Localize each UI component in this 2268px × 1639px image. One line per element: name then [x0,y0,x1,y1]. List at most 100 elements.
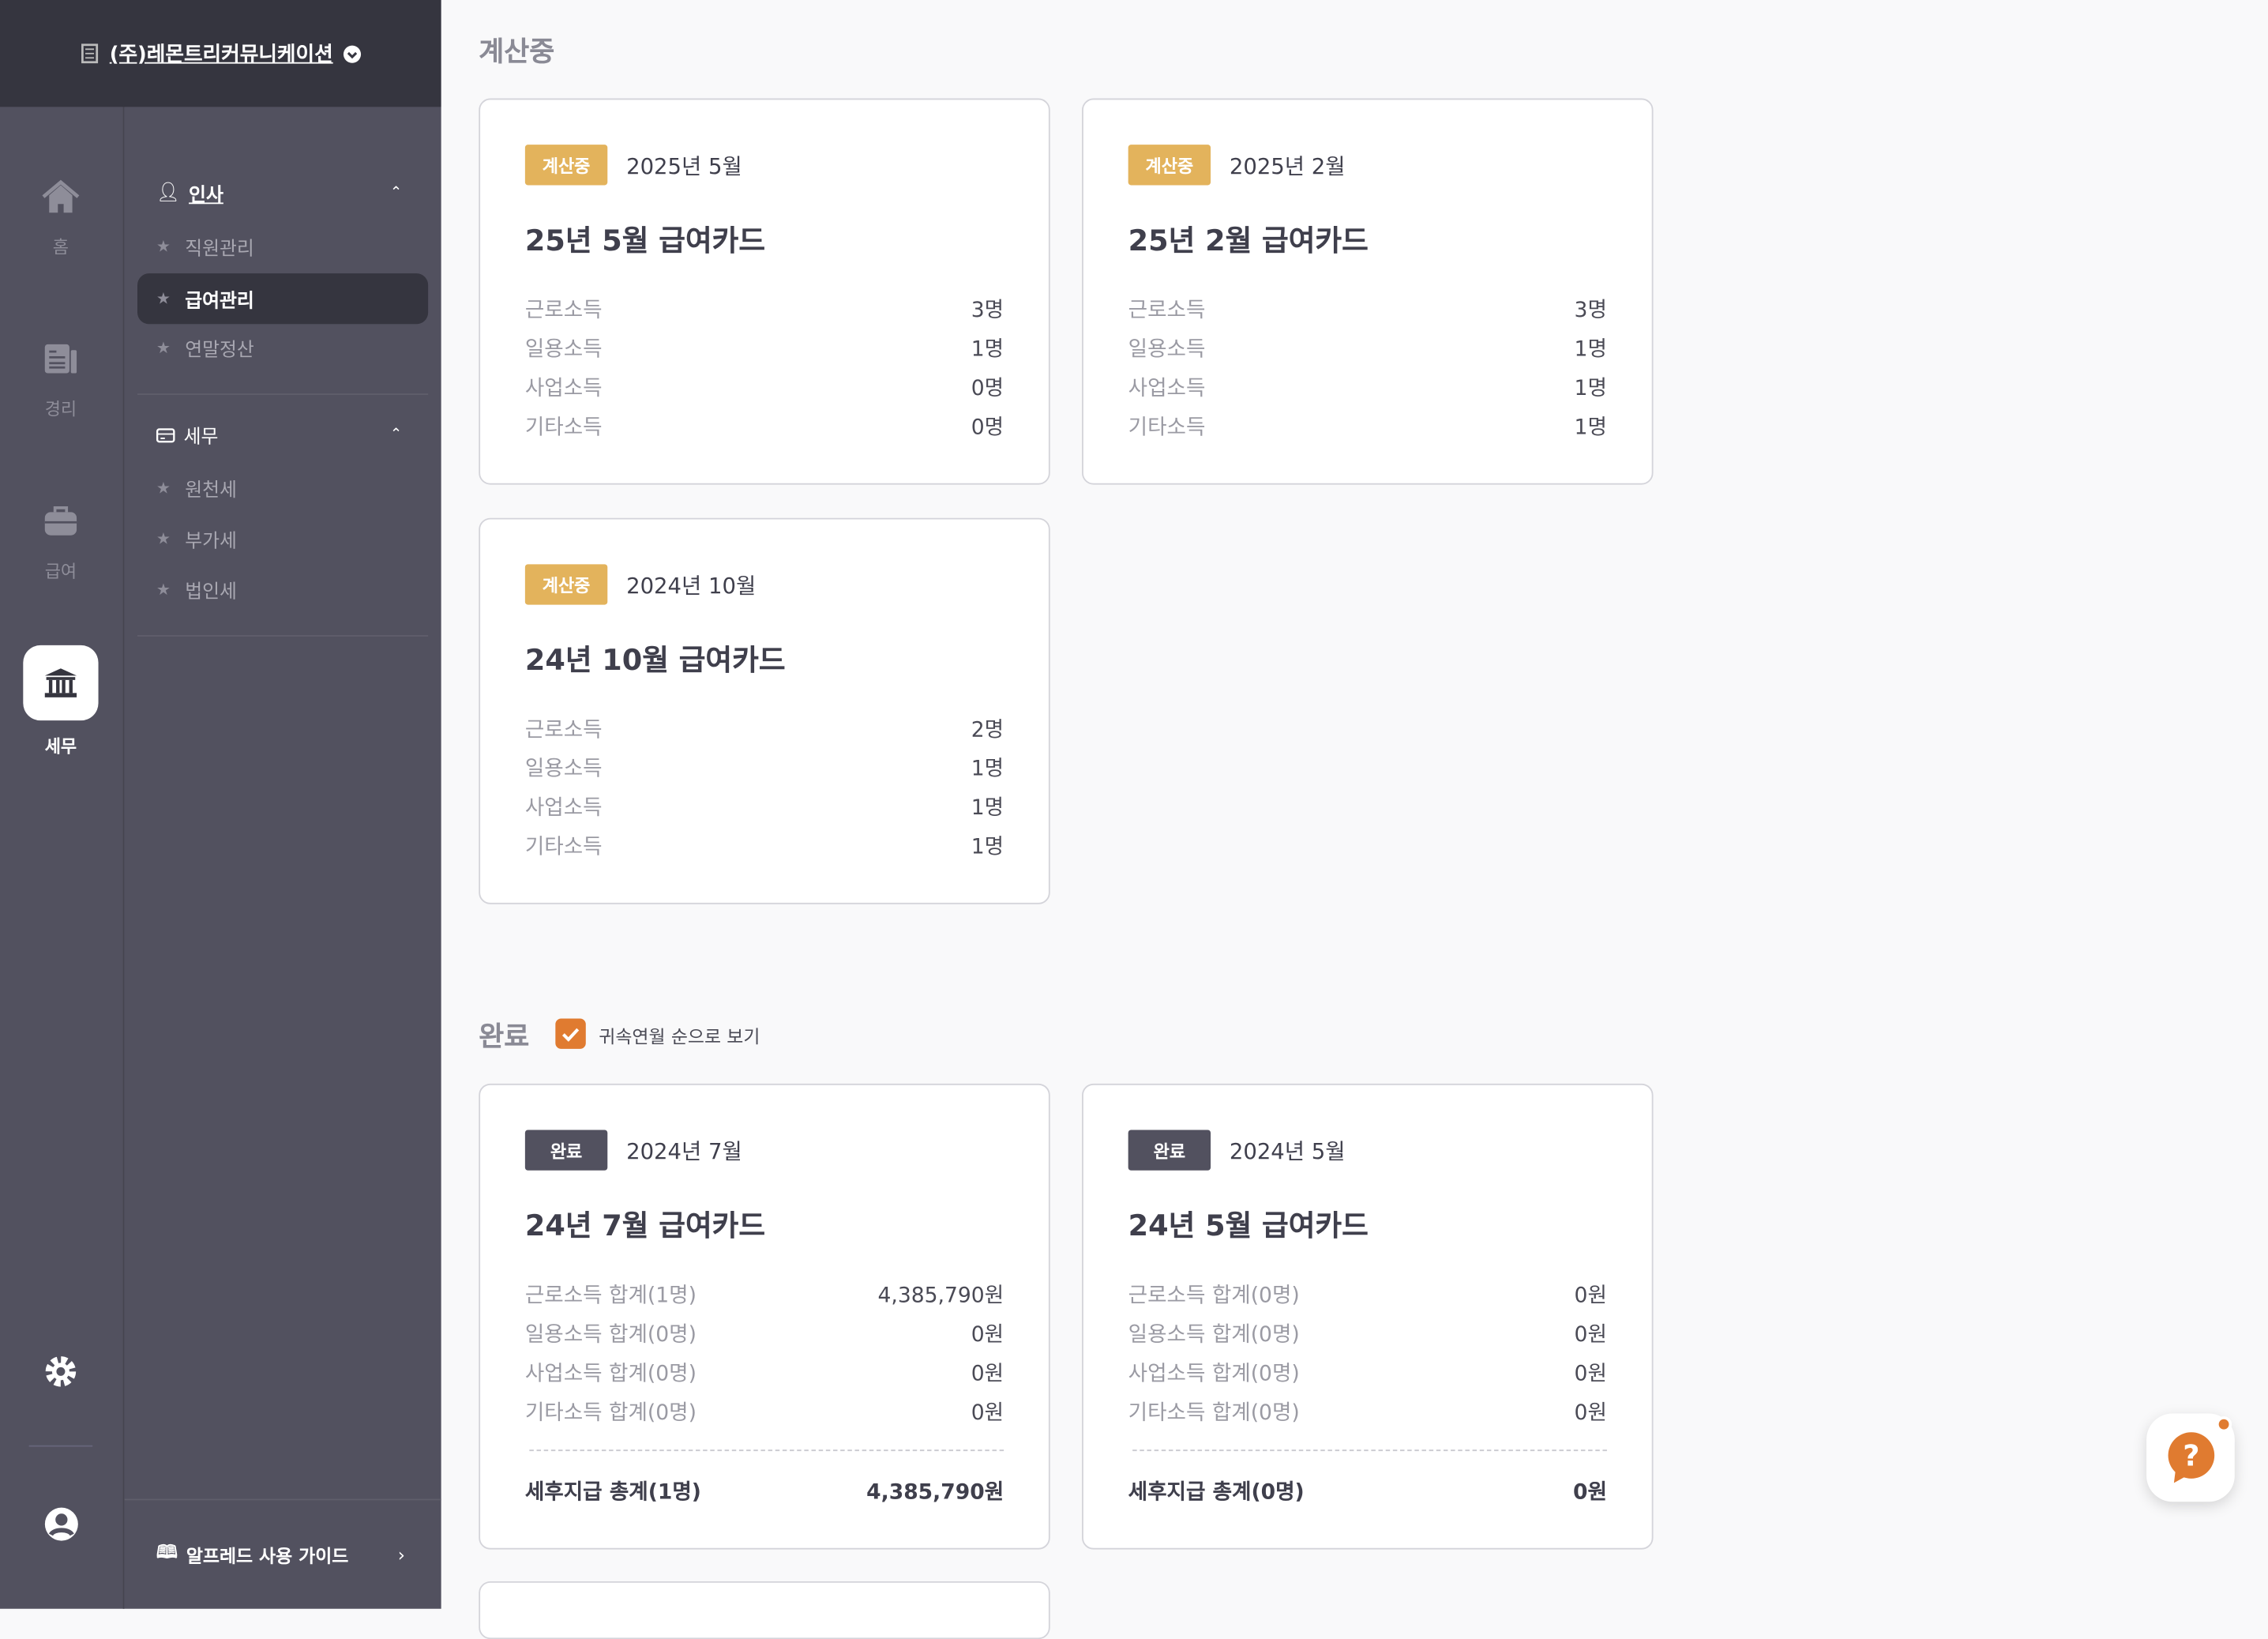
row-label: 기타소득 [524,836,603,859]
row-label: 근로소득 합계(0명) [1128,1284,1300,1308]
chevron-up-icon[interactable]: ⌃ [389,427,403,443]
status-badge: 완료 [524,1130,608,1171]
row-value: 0원 [971,1323,1004,1348]
total-label: 세후지급 총계(0명) [1128,1481,1305,1505]
guide-label: 알프레드 사용 가이드 [186,1545,349,1567]
payroll-card[interactable]: 계산중 2025년 2월 25년 2월 급여카드 근로소득 3명 일용소득 1명 사업소득… [1082,98,1654,485]
row-value: 4,385,790원 [877,1284,1004,1308]
row-value: 2명 [971,719,1004,742]
sidebar-item-employees[interactable]: ★ 직원관리 [137,221,428,272]
row-value: 1명 [1574,378,1607,401]
payroll-card[interactable]: 계산중 2025년 5월 25년 5월 급여카드 근로소득 3명 일용소득 1명 사업소득… [479,98,1050,485]
rail-item-payroll[interactable]: 급여 [23,483,98,583]
group-label: 인사 [189,185,223,207]
payroll-card[interactable]: 계산중 2024년 10월 24년 10월 급여카드 근로소득 2명 일용소득 1명 사업… [479,517,1050,904]
dashed-divider [529,1449,1004,1452]
gear-icon [45,1356,77,1387]
income-row: 기타소득 1명 [1128,411,1607,441]
company-selector[interactable]: (주)레몬트리커뮤니케이션 [0,0,441,107]
book-icon: 🕮︎ [156,1540,178,1563]
sidebar-item-withholding[interactable]: ★ 원천세 [137,463,428,513]
income-row: 근로소득 합계(0명) 0원 [1128,1279,1607,1309]
total-value: 4,385,790원 [866,1481,1004,1505]
profile-button[interactable] [43,1506,80,1548]
row-label: 기타소득 [1128,416,1206,440]
sidebar-item-year-end[interactable]: ★ 연말정산 [137,322,428,373]
rail-item-home[interactable]: 홈 [23,159,98,258]
item-label: 연말정산 [185,340,254,362]
card-title: 24년 5월 급여카드 [1128,1208,1369,1243]
row-value: 1명 [971,338,1004,362]
item-label: 법인세 [185,581,237,603]
item-label: 부가세 [185,531,237,553]
sort-by-period-label[interactable]: 귀속연월 순으로 보기 [599,1025,760,1048]
income-row: 근로소득 3명 [525,294,1004,324]
star-icon: ★ [156,580,171,600]
row-label: 근로소득 [1128,299,1206,323]
rail-label: 홈 [52,237,69,258]
card-title: 25년 5월 급여카드 [524,223,766,258]
total-row: 세후지급 총계(0명) 0원 [1128,1475,1607,1506]
chevron-down-circle-icon[interactable] [344,44,362,63]
person-icon: 👤︎ [156,182,181,205]
payroll-card[interactable]: 완료 2024년 5월 24년 5월 급여카드 근로소득 합계(0명) 0원 일용소득… [1082,1083,1654,1550]
total-label: 세후지급 총계(1명) [524,1481,701,1505]
sidebar-item-payroll[interactable]: ★ 급여관리 [137,273,429,325]
row-value: 3명 [1574,299,1607,323]
help-chat-icon: ? [2167,1431,2214,1483]
home-icon [42,179,80,213]
income-row: 일용소득 합계(0명) 0원 [1128,1318,1607,1348]
nav-group-tax[interactable]: 세무 ⌃ [156,421,402,449]
income-row: 기타소득 합계(0명) 0원 [1128,1396,1607,1426]
status-badge: 계산중 [524,145,608,186]
primary-nav: 홈 경리 급여 세무 [0,107,125,1609]
rail-item-tax[interactable]: 세무 [23,645,99,758]
income-row: 일용소득 1명 [525,752,1004,782]
nav-group-hr[interactable]: 👤︎ 인사 ⌃ [156,179,402,207]
income-row: 사업소득 1명 [525,791,1004,821]
sidebar-item-corporate-tax[interactable]: ★ 법인세 [137,564,428,615]
income-row: 사업소득 합계(0명) 0원 [525,1357,1004,1387]
star-icon: ★ [156,338,171,358]
total-value: 0원 [1572,1481,1607,1505]
row-value: 0원 [1574,1363,1607,1386]
rail-label: 경리 [44,399,77,420]
card-period: 2024년 10월 [626,573,757,600]
star-icon: ★ [156,529,171,549]
income-row: 일용소득 합계(0명) 0원 [525,1318,1004,1348]
row-value: 0원 [971,1363,1004,1386]
help-button[interactable]: ? [2146,1413,2235,1502]
settings-button[interactable] [43,1354,78,1394]
card-period: 2024년 5월 [1229,1138,1346,1165]
row-label: 일용소득 [524,757,603,782]
rail-label: 세무 [44,736,77,757]
rail-label: 급여 [44,561,77,582]
star-icon: ★ [156,479,171,498]
user-guide-link[interactable]: 🕮︎ 알프레드 사용 가이드 › [156,1539,405,1569]
star-icon: ★ [156,289,171,309]
income-row: 기타소득 1명 [525,830,1004,860]
income-row: 일용소득 1명 [525,333,1004,363]
company-name[interactable]: (주)레몬트리커뮤니케이션 [109,43,333,67]
section-title-done: 완료 [479,1021,530,1054]
sort-by-period-checkbox[interactable] [555,1018,586,1049]
row-label: 사업소득 합계(0명) [524,1363,697,1386]
payroll-card[interactable]: 완료 2024년 7월 24년 7월 급여카드 근로소득 합계(1명) 4,385,… [479,1083,1050,1550]
income-row: 근로소득 2명 [525,713,1004,743]
payroll-card-partial[interactable] [479,1581,1050,1639]
row-label: 일용소득 [1128,338,1206,362]
row-label: 근로소득 [524,719,603,742]
income-row: 기타소득 합계(0명) 0원 [525,1396,1004,1426]
dashed-divider [1132,1449,1607,1452]
row-value: 1명 [1574,416,1607,440]
rail-item-accounting[interactable]: 경리 [23,321,98,421]
sidebar-item-vat[interactable]: ★ 부가세 [137,513,428,564]
row-label: 사업소득 [524,378,603,401]
row-value: 0명 [971,416,1004,440]
chevron-up-icon[interactable]: ⌃ [389,185,403,201]
total-row: 세후지급 총계(1명) 4,385,790원 [525,1475,1004,1506]
row-value: 0원 [1574,1401,1607,1426]
row-label: 근로소득 [524,299,603,323]
item-label: 직원관리 [185,239,254,261]
card-title: 24년 10월 급여카드 [524,642,786,678]
